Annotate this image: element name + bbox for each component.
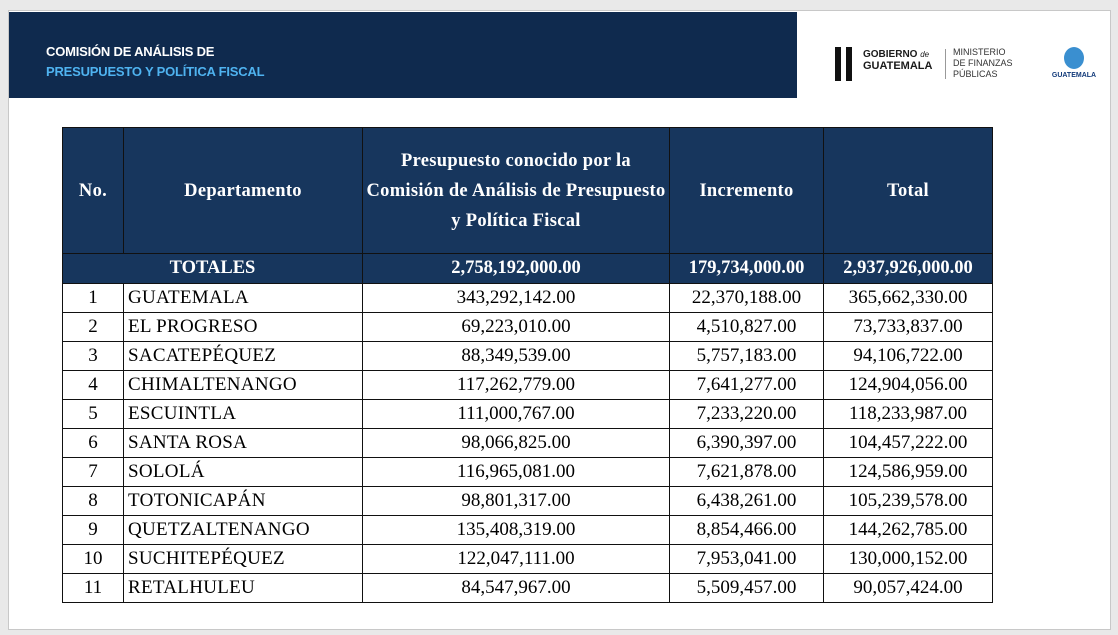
separator: [945, 49, 946, 79]
cell: 84,547,967.00: [362, 573, 670, 603]
cell: 10: [62, 544, 124, 574]
page: COMISIÓN DE ANÁLISIS DE PRESUPUESTO Y PO…: [8, 10, 1111, 630]
totals-value: 179,734,000.00: [669, 253, 824, 284]
cell: CHIMALTENANGO: [123, 370, 363, 400]
cell: 118,233,987.00: [823, 399, 993, 429]
logo-icon: [1064, 47, 1084, 69]
logo-text: GUATEMALA: [1051, 72, 1097, 79]
cell: 5: [62, 399, 124, 429]
cell: 365,662,330.00: [823, 283, 993, 313]
data-row: 10 SUCHITEPÉQUEZ 122,047,111.00 7,953,041.0…: [62, 544, 993, 574]
data-row: 5 ESCUINTLA 111,000,767.00 7,233,220.00 118,…: [62, 399, 993, 429]
cell: 130,000,152.00: [823, 544, 993, 574]
logo-right: GUATEMALA: [1049, 47, 1099, 79]
header-band: COMISIÓN DE ANÁLISIS DE PRESUPUESTO Y PO…: [9, 12, 797, 98]
cell: 8,854,466.00: [669, 515, 824, 545]
cell: 7,233,220.00: [669, 399, 824, 429]
cell: 117,262,779.00: [362, 370, 670, 400]
cell: QUETZALTENANGO: [123, 515, 363, 545]
cell: 73,733,837.00: [823, 312, 993, 342]
cell: 4: [62, 370, 124, 400]
cell: SUCHITEPÉQUEZ: [123, 544, 363, 574]
cell: 22,370,188.00: [669, 283, 824, 313]
cell: 8: [62, 486, 124, 516]
cell: GUATEMALA: [123, 283, 363, 313]
data-row: 6 SANTA ROSA 98,066,825.00 6,390,397.00 104,…: [62, 428, 993, 458]
totals-label: TOTALES: [62, 253, 363, 284]
cell: 7,641,277.00: [669, 370, 824, 400]
header-row: No. Departamento Presupuesto conocido por …: [62, 127, 993, 254]
cell: 5,757,183.00: [669, 341, 824, 371]
cell: 7,953,041.00: [669, 544, 824, 574]
data-row: 1 GUATEMALA 343,292,142.00 22,370,188.00 365…: [62, 283, 993, 313]
cell: 105,239,578.00: [823, 486, 993, 516]
cell: 2: [62, 312, 124, 342]
cell: SACATEPÉQUEZ: [123, 341, 363, 371]
cell: 104,457,222.00: [823, 428, 993, 458]
column-header: Incremento: [669, 127, 824, 254]
logo-text: MINISTERIO: [953, 47, 1006, 57]
cell: 7,621,878.00: [669, 457, 824, 487]
cell: 9: [62, 515, 124, 545]
cell: RETALHULEU: [123, 573, 363, 603]
totals-value: 2,937,926,000.00: [823, 253, 993, 284]
column-header: No.: [62, 127, 124, 254]
cell: 94,106,722.00: [823, 341, 993, 371]
cell: 5,509,457.00: [669, 573, 824, 603]
cell: 69,223,010.00: [362, 312, 670, 342]
data-row: 11 RETALHULEU 84,547,967.00 5,509,457.00 90,…: [62, 573, 993, 603]
logo-text: de: [920, 50, 930, 59]
cell: 4,510,827.00: [669, 312, 824, 342]
logo-text: DE FINANZAS: [953, 58, 1013, 68]
cell: 124,586,959.00: [823, 457, 993, 487]
cell: SANTA ROSA: [123, 428, 363, 458]
cell: 343,292,142.00: [362, 283, 670, 313]
data-row: 7 SOLOLÁ 116,965,081.00 7,621,878.00 124,586…: [62, 457, 993, 487]
cell: ESCUINTLA: [123, 399, 363, 429]
cell: 144,262,785.00: [823, 515, 993, 545]
column-header: Total: [823, 127, 993, 254]
cell: 122,047,111.00: [362, 544, 670, 574]
data-row: 4 CHIMALTENANGO 117,262,779.00 7,641,277.00…: [62, 370, 993, 400]
logo-text: GUATEMALA: [863, 60, 933, 72]
data-row: 2 EL PROGRESO 69,223,010.00 4,510,827.00 73,…: [62, 312, 993, 342]
data-row: 3 SACATEPÉQUEZ 88,349,539.00 5,757,183.00 94…: [62, 341, 993, 371]
logo-gobierno: GOBIERNO de GUATEMALA MINISTERIO DE FINA…: [835, 41, 1035, 91]
header-title: PRESUPUESTO Y POLÍTICA FISCAL: [46, 64, 265, 79]
cell: 6,438,261.00: [669, 486, 824, 516]
data-row: 9 QUETZALTENANGO 135,408,319.00 8,854,466.0…: [62, 515, 993, 545]
cell: 6: [62, 428, 124, 458]
header-title: COMISIÓN DE ANÁLISIS DE: [46, 44, 215, 59]
cell: 3: [62, 341, 124, 371]
cell: 88,349,539.00: [362, 341, 670, 371]
budget-table: No. Departamento Presupuesto conocido por …: [62, 127, 993, 603]
cell: 124,904,056.00: [823, 370, 993, 400]
cell: SOLOLÁ: [123, 457, 363, 487]
cell: 111,000,767.00: [362, 399, 670, 429]
column-header: Departamento: [123, 127, 363, 254]
cell: 6,390,397.00: [669, 428, 824, 458]
cell: 135,408,319.00: [362, 515, 670, 545]
cell: EL PROGRESO: [123, 312, 363, 342]
cell: 1: [62, 283, 124, 313]
logo-bars: [835, 47, 841, 81]
cell: 11: [62, 573, 124, 603]
cell: 7: [62, 457, 124, 487]
totals-row: TOTALES 2,758,192,000.00 179,734,000.00 2,9…: [62, 253, 993, 284]
column-header: Presupuesto conocido por la Comisión de …: [362, 127, 670, 254]
cell: 90,057,424.00: [823, 573, 993, 603]
cell: TOTONICAPÁN: [123, 486, 363, 516]
cell: 98,066,825.00: [362, 428, 670, 458]
logo-text: GOBIERNO: [863, 49, 918, 60]
cell: 116,965,081.00: [362, 457, 670, 487]
totals-value: 2,758,192,000.00: [362, 253, 670, 284]
logo-text: PÚBLICAS: [953, 69, 998, 79]
data-row: 8 TOTONICAPÁN 98,801,317.00 6,438,261.00 105…: [62, 486, 993, 516]
cell: 98,801,317.00: [362, 486, 670, 516]
logo-text: GOBIERNO de: [863, 49, 929, 60]
